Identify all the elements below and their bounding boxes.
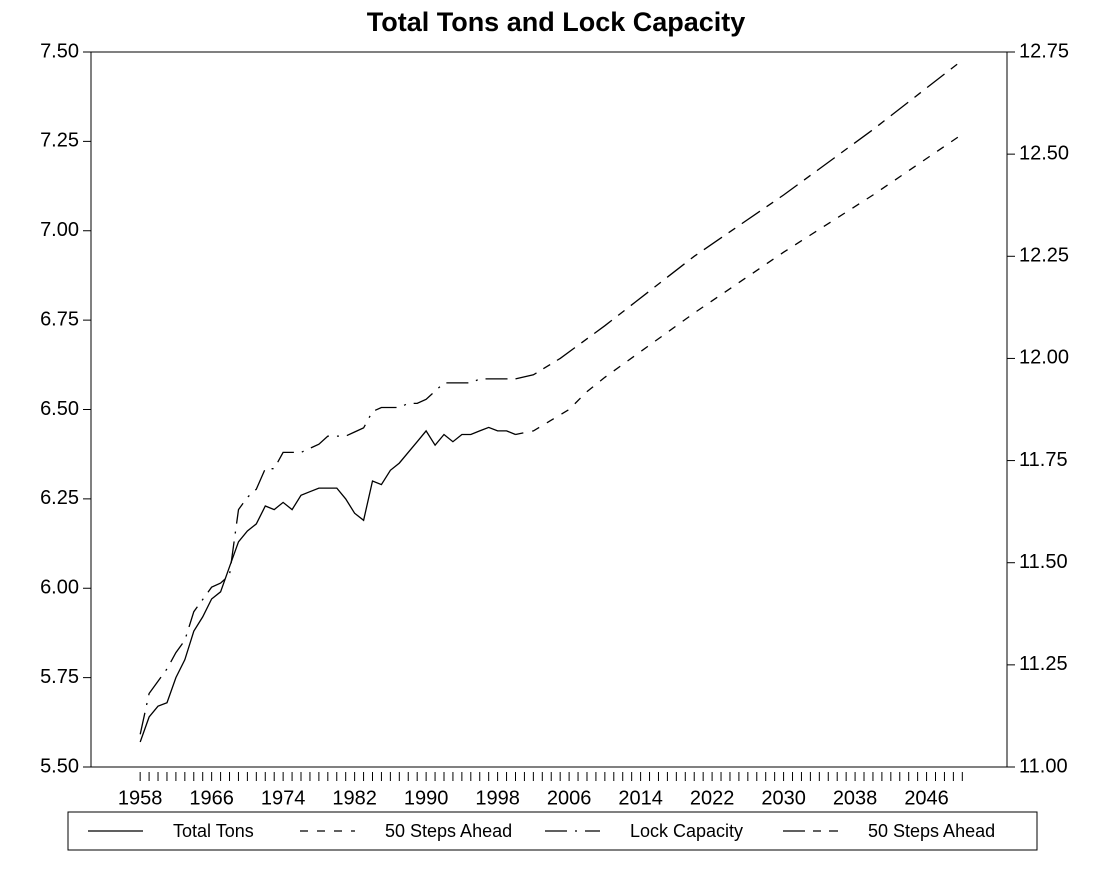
y-tick-label: 5.75: [40, 666, 79, 688]
x-tick-label: 2046: [904, 787, 949, 809]
series-line: [515, 59, 963, 380]
y2-tick-label: 12.25: [1019, 245, 1069, 267]
x-tick-label: 1982: [332, 787, 377, 809]
x-tick-label: 2022: [690, 787, 735, 809]
x-tick-label: 1990: [404, 787, 449, 809]
y-tick-label: 7.00: [40, 219, 79, 241]
legend-label: 50 Steps Ahead: [385, 821, 512, 841]
series-line: [139, 378, 516, 735]
y-tick-label: 6.75: [40, 308, 79, 330]
legend-box: [67, 811, 1038, 851]
y2-tick-label: 12.75: [1019, 40, 1069, 62]
y2-tick-label: 11.50: [1019, 551, 1068, 573]
y2-tick-label: 12.50: [1019, 142, 1069, 164]
plot-frame: [90, 51, 1008, 768]
y-tick-label: 6.50: [40, 398, 79, 420]
y2-tick-label: 12.00: [1019, 347, 1069, 369]
x-tick-label: 2006: [547, 787, 592, 809]
chart-title: Total Tons and Lock Capacity: [367, 7, 746, 37]
y-tick-label: 7.50: [40, 40, 79, 62]
y-tick-label: 5.50: [40, 755, 79, 777]
x-tick-label: 1974: [261, 787, 306, 809]
y-tick-label: 7.25: [40, 130, 79, 152]
series-line: [515, 133, 963, 436]
x-tick-label: 2038: [833, 787, 878, 809]
legend-label: Total Tons: [173, 821, 254, 841]
y2-tick-label: 11.75: [1019, 449, 1068, 471]
y2-tick-label: 11.25: [1019, 653, 1068, 675]
y-tick-label: 6.25: [40, 487, 79, 509]
x-tick-label: 1998: [475, 787, 520, 809]
x-tick-label: 2014: [618, 787, 663, 809]
y-tick-label: 6.00: [40, 577, 79, 599]
series-line: [139, 426, 516, 743]
legend-label: 50 Steps Ahead: [868, 821, 995, 841]
x-tick-label: 1966: [189, 787, 234, 809]
y2-tick-label: 11.00: [1019, 755, 1068, 777]
x-tick-label: 2030: [761, 787, 806, 809]
legend-label: Lock Capacity: [630, 821, 743, 841]
x-tick-label: 1958: [118, 787, 163, 809]
